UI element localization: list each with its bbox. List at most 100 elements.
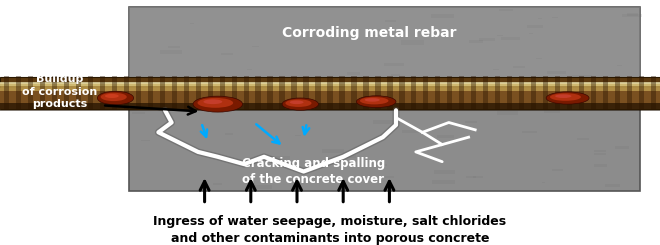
Bar — [501, 37, 519, 40]
Bar — [88, 76, 93, 110]
Bar — [483, 76, 488, 110]
Bar — [499, 9, 513, 12]
Bar — [4, 76, 9, 110]
Bar — [190, 23, 194, 24]
Bar — [40, 76, 45, 110]
Bar — [244, 84, 250, 86]
Bar — [252, 185, 272, 189]
Bar — [493, 69, 499, 71]
Bar — [0, 98, 660, 109]
Text: Ingress of water seepage, moisture, salt chlorides: Ingress of water seepage, moisture, salt… — [153, 215, 507, 228]
Bar — [567, 76, 572, 110]
Bar — [513, 66, 525, 68]
Bar — [552, 83, 561, 84]
Bar — [431, 14, 453, 18]
Bar — [378, 164, 387, 166]
Ellipse shape — [105, 94, 119, 98]
Bar — [343, 155, 356, 158]
Bar — [148, 76, 153, 110]
Bar — [594, 150, 606, 152]
Bar — [220, 76, 225, 110]
Bar — [279, 76, 284, 110]
Bar — [469, 40, 483, 43]
Bar — [247, 69, 253, 70]
Bar — [208, 76, 213, 110]
Bar — [172, 76, 177, 110]
Ellipse shape — [197, 98, 233, 108]
Bar — [536, 58, 543, 59]
Bar — [157, 89, 172, 92]
Bar — [495, 76, 500, 110]
Bar — [461, 78, 479, 82]
Bar — [341, 190, 346, 191]
Ellipse shape — [290, 100, 304, 104]
Bar — [447, 76, 452, 110]
Bar — [160, 50, 182, 54]
Bar — [129, 7, 640, 99]
Bar — [465, 121, 477, 123]
Bar — [294, 135, 301, 136]
Bar — [0, 108, 660, 111]
Bar — [538, 18, 543, 19]
Ellipse shape — [555, 94, 572, 98]
Bar — [594, 164, 607, 167]
Bar — [136, 76, 141, 110]
Bar — [385, 176, 393, 178]
Bar — [213, 183, 222, 184]
Bar — [432, 180, 455, 184]
Bar — [403, 130, 420, 133]
Bar — [351, 76, 356, 110]
Ellipse shape — [98, 91, 133, 105]
Bar — [76, 76, 81, 110]
Bar — [435, 76, 440, 110]
Bar — [594, 153, 606, 155]
Bar — [327, 76, 333, 110]
Bar — [100, 76, 105, 110]
Bar — [286, 81, 294, 82]
Bar — [387, 76, 393, 110]
Bar — [572, 75, 592, 79]
Bar — [622, 14, 642, 17]
Bar — [16, 76, 21, 110]
Ellipse shape — [100, 93, 127, 101]
Bar — [542, 182, 545, 183]
Bar — [0, 88, 660, 103]
Bar — [519, 76, 524, 110]
Bar — [286, 103, 305, 106]
Bar — [244, 76, 249, 110]
Bar — [292, 76, 297, 110]
Bar — [370, 35, 376, 37]
Bar — [376, 76, 381, 110]
Bar — [552, 17, 558, 18]
Bar — [322, 149, 344, 153]
Bar — [603, 103, 621, 107]
Bar — [168, 46, 180, 48]
Bar — [363, 76, 368, 110]
Bar — [399, 76, 405, 110]
Bar — [627, 76, 632, 110]
Bar — [438, 135, 454, 138]
Ellipse shape — [356, 96, 396, 108]
Bar — [365, 108, 370, 109]
Bar — [459, 76, 465, 110]
Bar — [64, 76, 69, 110]
Ellipse shape — [203, 99, 222, 104]
Bar — [605, 184, 620, 186]
Bar — [0, 82, 660, 84]
Bar — [536, 93, 548, 95]
Bar — [543, 76, 548, 110]
Bar — [496, 35, 503, 36]
Bar — [373, 120, 393, 124]
Bar — [466, 176, 476, 178]
Bar — [253, 46, 259, 47]
Ellipse shape — [360, 97, 389, 104]
Text: Buildup
of corrosion
products
(Rust): Buildup of corrosion products (Rust) — [22, 74, 97, 122]
Bar — [323, 177, 333, 179]
Ellipse shape — [550, 93, 581, 101]
Bar — [639, 76, 644, 110]
Bar — [391, 74, 400, 75]
Bar — [270, 106, 280, 108]
Bar — [496, 111, 518, 115]
Bar — [225, 133, 233, 135]
Bar — [507, 76, 512, 110]
